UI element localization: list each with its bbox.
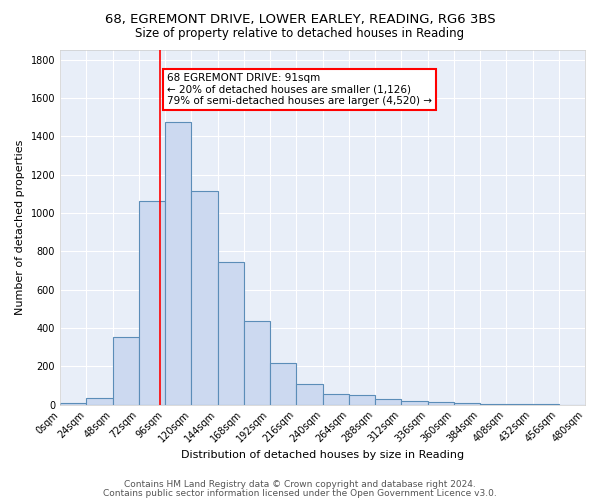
Bar (349, 395, 375, 405)
Bar (244, 322, 270, 405)
Bar (270, 362, 296, 405)
Bar (86, 398, 113, 405)
Bar (428, 402, 454, 405)
Bar (60, 403, 86, 405)
Bar (113, 336, 139, 405)
Bar (165, 122, 191, 405)
Text: Contains HM Land Registry data © Crown copyright and database right 2024.: Contains HM Land Registry data © Crown c… (124, 480, 476, 489)
Bar (401, 402, 428, 405)
Bar (139, 202, 165, 405)
X-axis label: Distribution of detached houses by size in Reading: Distribution of detached houses by size … (181, 450, 464, 460)
Bar (375, 399, 401, 405)
Text: 68 EGREMONT DRIVE: 91sqm
← 20% of detached houses are smaller (1,126)
79% of sem: 68 EGREMONT DRIVE: 91sqm ← 20% of detach… (167, 73, 432, 106)
Bar (454, 403, 480, 405)
Bar (218, 262, 244, 405)
Bar (323, 394, 349, 405)
Bar (480, 404, 506, 405)
Y-axis label: Number of detached properties: Number of detached properties (15, 140, 25, 315)
Bar (506, 404, 533, 405)
Bar (296, 384, 323, 405)
Text: Size of property relative to detached houses in Reading: Size of property relative to detached ho… (136, 28, 464, 40)
Text: 68, EGREMONT DRIVE, LOWER EARLEY, READING, RG6 3BS: 68, EGREMONT DRIVE, LOWER EARLEY, READIN… (104, 12, 496, 26)
Bar (191, 191, 218, 405)
Text: Contains public sector information licensed under the Open Government Licence v3: Contains public sector information licen… (103, 488, 497, 498)
